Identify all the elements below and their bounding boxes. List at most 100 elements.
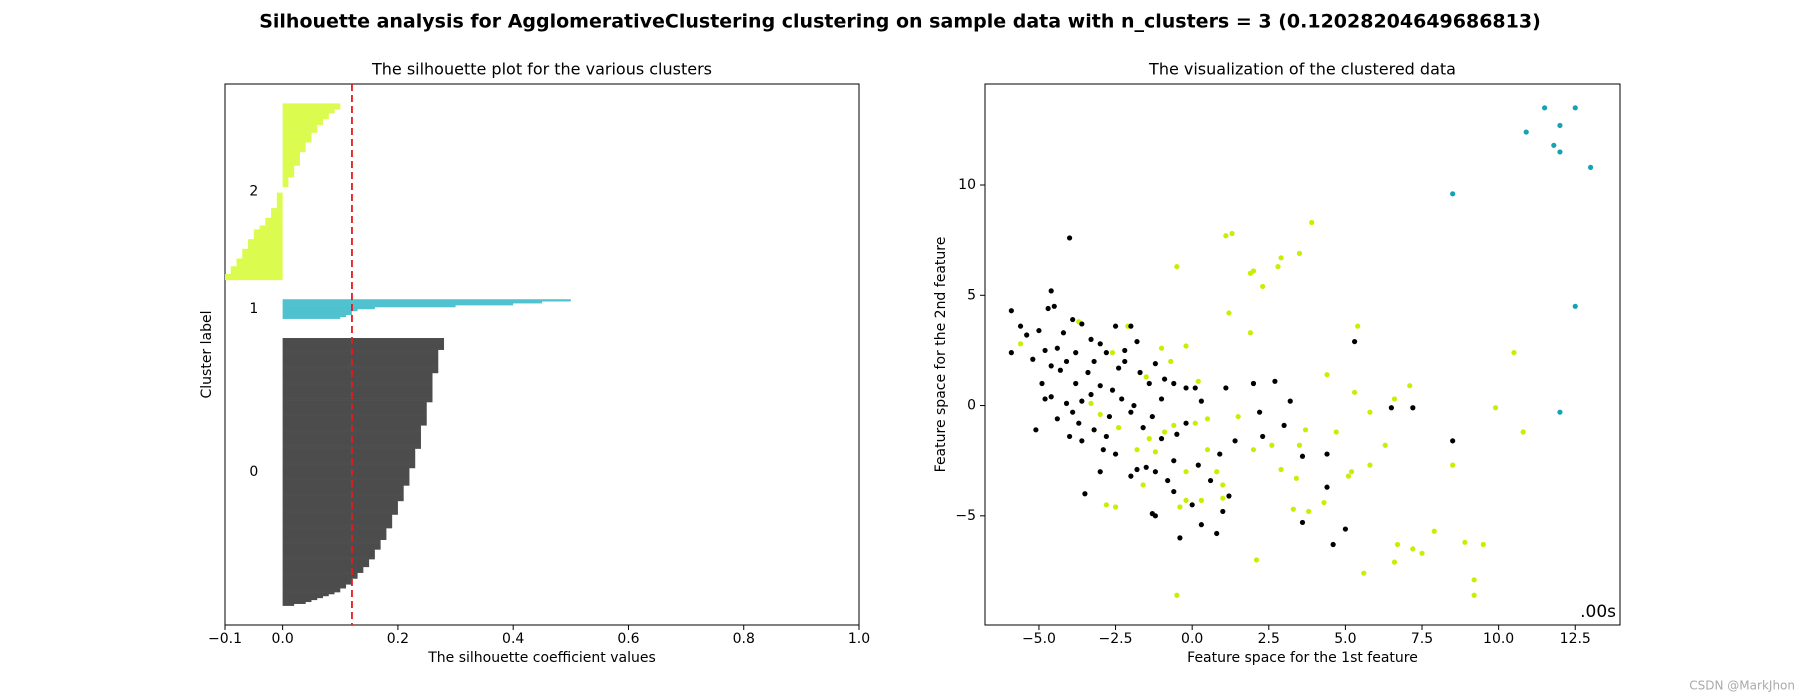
scatter-point — [1079, 398, 1085, 404]
silhouette-bar — [282, 165, 295, 168]
scatter-point — [1480, 541, 1486, 548]
silhouette-bar — [282, 561, 370, 564]
silhouette-bar — [282, 559, 370, 562]
scatter-point — [1070, 409, 1076, 415]
silhouette-bar — [282, 122, 323, 126]
scatter-point — [1048, 288, 1054, 294]
scatter-point — [1324, 451, 1330, 457]
scatter-point — [1214, 469, 1220, 475]
scatter-point — [1361, 570, 1367, 576]
scatter-point — [1073, 350, 1079, 356]
scatter-point — [1407, 383, 1413, 389]
silhouette-bar — [271, 211, 283, 215]
silhouette-bar — [253, 237, 283, 240]
scatter-point — [1391, 559, 1398, 565]
scatter-point — [1146, 436, 1152, 442]
scatter-point — [1149, 413, 1155, 420]
silhouette-bar — [282, 310, 352, 314]
scatter-point — [1100, 447, 1106, 453]
silhouette-bar — [276, 204, 283, 207]
silhouette-bar — [282, 433, 421, 436]
scatter-point — [1287, 398, 1293, 404]
silhouette-bar — [282, 140, 312, 143]
silhouette-bar — [282, 417, 427, 420]
silhouette-bar — [276, 198, 283, 201]
silhouette-bar — [282, 450, 416, 453]
y-tick-label: 5 — [967, 287, 976, 303]
silhouette-bar — [282, 126, 318, 129]
scatter-point — [1017, 323, 1024, 329]
scatter-point — [1161, 376, 1168, 382]
silhouette-bar — [282, 481, 410, 484]
silhouette-bar — [282, 163, 300, 166]
silhouette-bar — [282, 543, 381, 546]
scatter-point — [1119, 396, 1125, 402]
silhouette-bar — [276, 192, 283, 195]
silhouette-bar — [282, 547, 381, 550]
silhouette-bar — [282, 495, 404, 498]
scatter-point — [1419, 550, 1425, 556]
x-tick-label: −0.1 — [208, 631, 242, 647]
scatter-point — [1054, 345, 1060, 351]
scatter-point — [1198, 522, 1204, 528]
silhouette-bar — [282, 502, 398, 506]
silhouette-bar — [282, 516, 393, 519]
silhouette-bar — [282, 473, 410, 476]
scatter-point — [1198, 398, 1204, 404]
scatter-point — [1198, 497, 1204, 503]
scatter-point — [1450, 462, 1456, 468]
silhouette-bar — [282, 338, 445, 341]
scatter-point — [1520, 429, 1526, 435]
silhouette-bar — [282, 147, 306, 151]
scatter-point — [1165, 477, 1171, 484]
silhouette-bar — [282, 312, 352, 316]
silhouette-bar — [282, 498, 404, 502]
scatter-point — [1137, 369, 1143, 376]
x-tick-label: 0.0 — [1181, 631, 1203, 647]
silhouette-bar — [282, 177, 289, 180]
silhouette-bar — [282, 118, 323, 122]
scatter-point — [1146, 380, 1152, 387]
silhouette-bar — [282, 510, 398, 513]
silhouette-bar — [282, 367, 439, 370]
silhouette-bar — [282, 456, 416, 459]
silhouette-bar — [282, 485, 404, 488]
silhouette-bar — [271, 215, 283, 219]
scatter-point — [1226, 493, 1232, 499]
scatter-point — [1523, 129, 1529, 135]
silhouette-bar — [282, 419, 427, 422]
x-tick-label: 0.8 — [733, 631, 755, 647]
y-tick-label: 10 — [958, 177, 976, 193]
scatter-point — [1492, 405, 1499, 411]
silhouette-bar — [282, 541, 381, 544]
silhouette-bar — [282, 590, 341, 593]
silhouette-bar — [282, 343, 445, 347]
scatter-point — [1171, 488, 1177, 495]
scatter-point — [1260, 283, 1266, 290]
silhouette-bar — [282, 398, 433, 401]
silhouette-bar — [282, 578, 352, 581]
scatter-point — [1030, 356, 1036, 362]
silhouette-bar — [282, 180, 289, 184]
silhouette-bar — [282, 370, 439, 374]
silhouette-bar — [282, 355, 439, 358]
silhouette-bar — [282, 299, 571, 302]
scatter-point — [1008, 308, 1014, 314]
scatter-point — [1557, 122, 1563, 129]
scatter-point — [1220, 495, 1226, 501]
scatter-point — [1587, 164, 1594, 170]
silhouette-bar — [282, 493, 404, 496]
silhouette-bar — [282, 169, 295, 172]
silhouette-bar — [225, 275, 283, 279]
scatter-point — [1042, 347, 1048, 354]
scatter-point — [1091, 427, 1097, 433]
scatter-point — [1063, 358, 1070, 365]
scatter-point — [1333, 429, 1339, 435]
scatter-point — [1161, 429, 1168, 435]
silhouette-bar — [282, 361, 439, 364]
silhouette-bar — [236, 264, 283, 267]
silhouette-bar — [282, 384, 433, 387]
scatter-point — [1450, 191, 1456, 197]
silhouette-bar — [282, 464, 416, 467]
